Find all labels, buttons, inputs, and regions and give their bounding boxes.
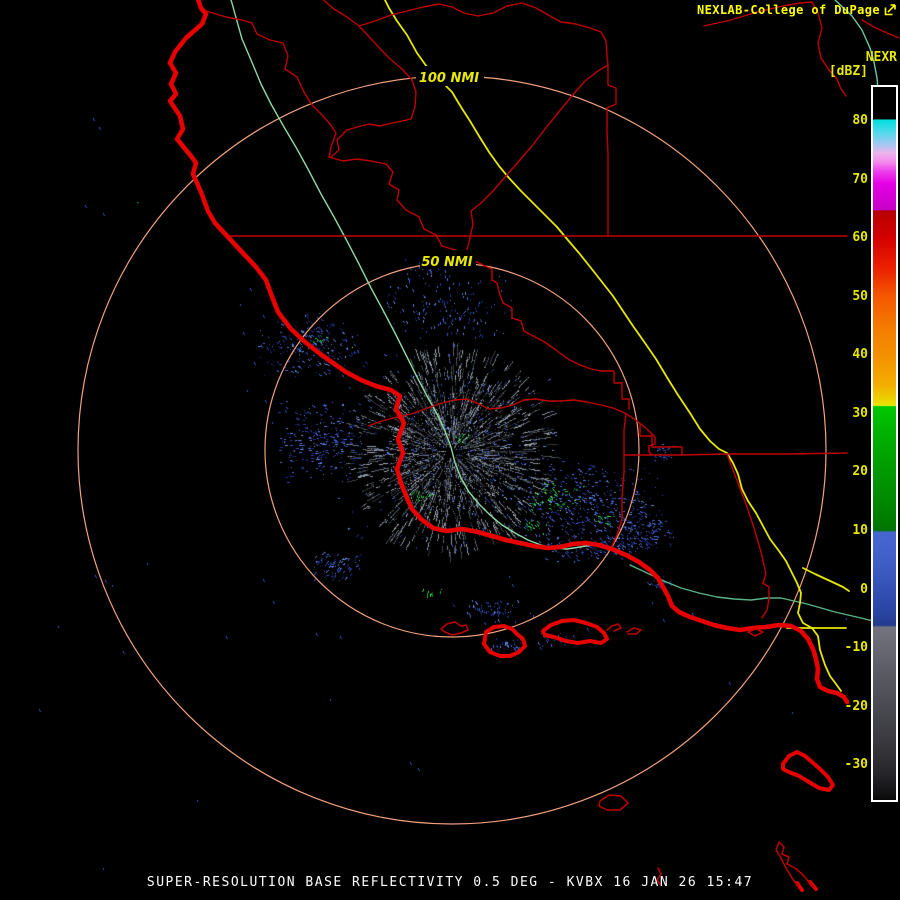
island-outline-thin — [775, 841, 799, 887]
ring-label-backing — [420, 250, 476, 269]
highway-line-seagreen — [629, 564, 874, 622]
island-outline — [541, 618, 609, 645]
island-outline — [795, 881, 804, 892]
colorbar-tick-label: -20 — [844, 698, 868, 714]
island-outline-thin — [747, 628, 764, 637]
range-ring-label-100: 100 NMI — [419, 71, 479, 86]
units-label: [dBZ] — [828, 64, 868, 79]
coastline — [167, 0, 850, 705]
county-boundary-line — [726, 453, 770, 619]
county-boundary-line — [202, 9, 602, 372]
county-boundary-line — [358, 2, 617, 237]
highway-line-yellow — [802, 567, 850, 592]
colorbar-tick-label: 50 — [852, 288, 868, 304]
reflectivity-colorbar — [871, 85, 898, 802]
colorbar-tick-label: 30 — [852, 405, 868, 421]
island-outline — [482, 624, 527, 658]
colorbar-tick-label: 0 — [860, 581, 868, 597]
colorbar-tick-label: 80 — [852, 113, 868, 128]
county-boundary-line — [465, 64, 609, 257]
county-boundary-line — [600, 370, 630, 410]
island-outline-thin — [626, 627, 642, 635]
colorbar-tick-label: 70 — [852, 171, 868, 187]
brand-text: NEXLAB-College of DuPage — [697, 3, 880, 17]
island-outline-thin — [598, 794, 629, 811]
product-code-label: NEXR — [865, 50, 897, 65]
island-outline-thin — [606, 623, 622, 632]
colorbar-tick-label: -10 — [844, 640, 868, 656]
range-ring-label-50: 50 NMI — [421, 255, 472, 270]
county-boundary-line — [639, 423, 683, 456]
highway-line-yellow — [383, 0, 842, 692]
colorbar-tick-label: -30 — [844, 757, 868, 773]
ring-label-backing — [416, 66, 484, 86]
colorbar-tick-label: 40 — [852, 347, 868, 363]
colorbar-tick-label: 20 — [852, 464, 868, 480]
colorbar-tick-label: 60 — [852, 230, 868, 246]
island-outline — [781, 750, 835, 792]
highway-line-teal — [834, 0, 879, 91]
product-title: SUPER-RESOLUTION BASE REFLECTIVITY 0.5 D… — [146, 875, 754, 890]
county-boundary-line — [861, 19, 900, 39]
county-boundary-line — [322, 0, 417, 158]
county-boundary-line — [624, 452, 848, 456]
colorbar-tick-label: 10 — [852, 522, 868, 538]
island-outline-thin — [440, 621, 469, 636]
island-outline-thin — [656, 867, 662, 885]
external-link-icon — [884, 4, 896, 16]
county-boundary-line — [611, 413, 627, 547]
county-boundary-line — [367, 398, 656, 456]
island-outline-thin — [778, 841, 815, 888]
county-boundary-line — [703, 1, 847, 97]
